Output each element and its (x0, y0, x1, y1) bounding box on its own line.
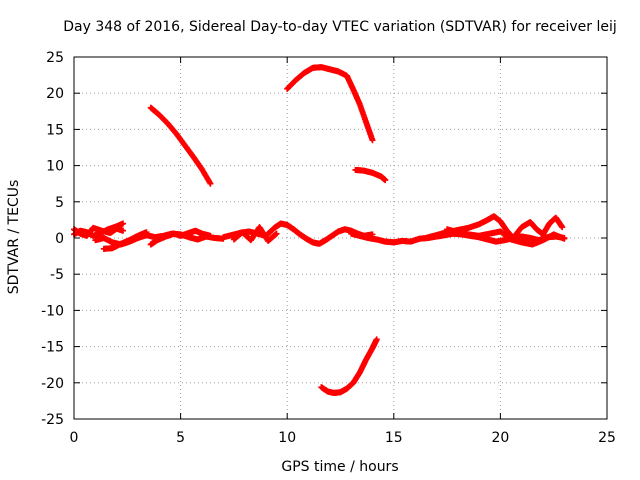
chart-title: Day 348 of 2016, Sidereal Day-to-day VTE… (63, 19, 617, 35)
y-tick-label: 0 (55, 231, 64, 247)
data-point (207, 180, 214, 187)
y-tick-label: -10 (41, 303, 64, 319)
x-tick-label: 20 (491, 430, 509, 446)
series-arc-5 (147, 227, 214, 248)
y-tick-label: 20 (46, 86, 64, 102)
data-point (559, 224, 566, 231)
series-arc-6 (147, 104, 214, 187)
y-tick-label: 15 (46, 122, 64, 138)
x-tick-label: 10 (278, 430, 296, 446)
y-tick-label: -5 (50, 267, 64, 283)
series-arc-9 (284, 64, 376, 144)
series-arc-7 (220, 220, 376, 247)
y-tick-label: -15 (41, 340, 64, 356)
series-arc-14 (444, 226, 568, 248)
y-tick-label: 10 (46, 159, 64, 175)
data-point (382, 177, 389, 184)
series-arc-10 (352, 166, 389, 184)
y-tick-label: -20 (41, 376, 64, 392)
y-tick-label: -25 (41, 412, 64, 428)
x-tick-label: 15 (385, 430, 403, 446)
data-point (273, 230, 280, 237)
y-tick-label: 25 (46, 50, 64, 66)
x-tick-label: 25 (598, 430, 616, 446)
series-arc-2 (71, 224, 127, 239)
series-arc-11 (318, 336, 380, 396)
data-point (207, 232, 214, 239)
axis-ticks: 0 5 10 15 20 25 -25 -20 -15 -10 -5 0 5 10 15 20 25 (41, 50, 616, 446)
data-point (120, 227, 127, 234)
x-axis-label: GPS time / hours (281, 459, 398, 475)
x-tick-label: 0 (70, 430, 79, 446)
series-arc-8 (230, 224, 280, 244)
y-axis-label: SDTVAR / TECUs (6, 180, 22, 295)
data-point (120, 220, 127, 227)
data-point (369, 137, 376, 144)
data-point (373, 336, 380, 343)
y-tick-label: 5 (55, 195, 64, 211)
data-point (561, 235, 568, 242)
data-points (71, 64, 568, 396)
x-tick-label: 5 (176, 430, 185, 446)
